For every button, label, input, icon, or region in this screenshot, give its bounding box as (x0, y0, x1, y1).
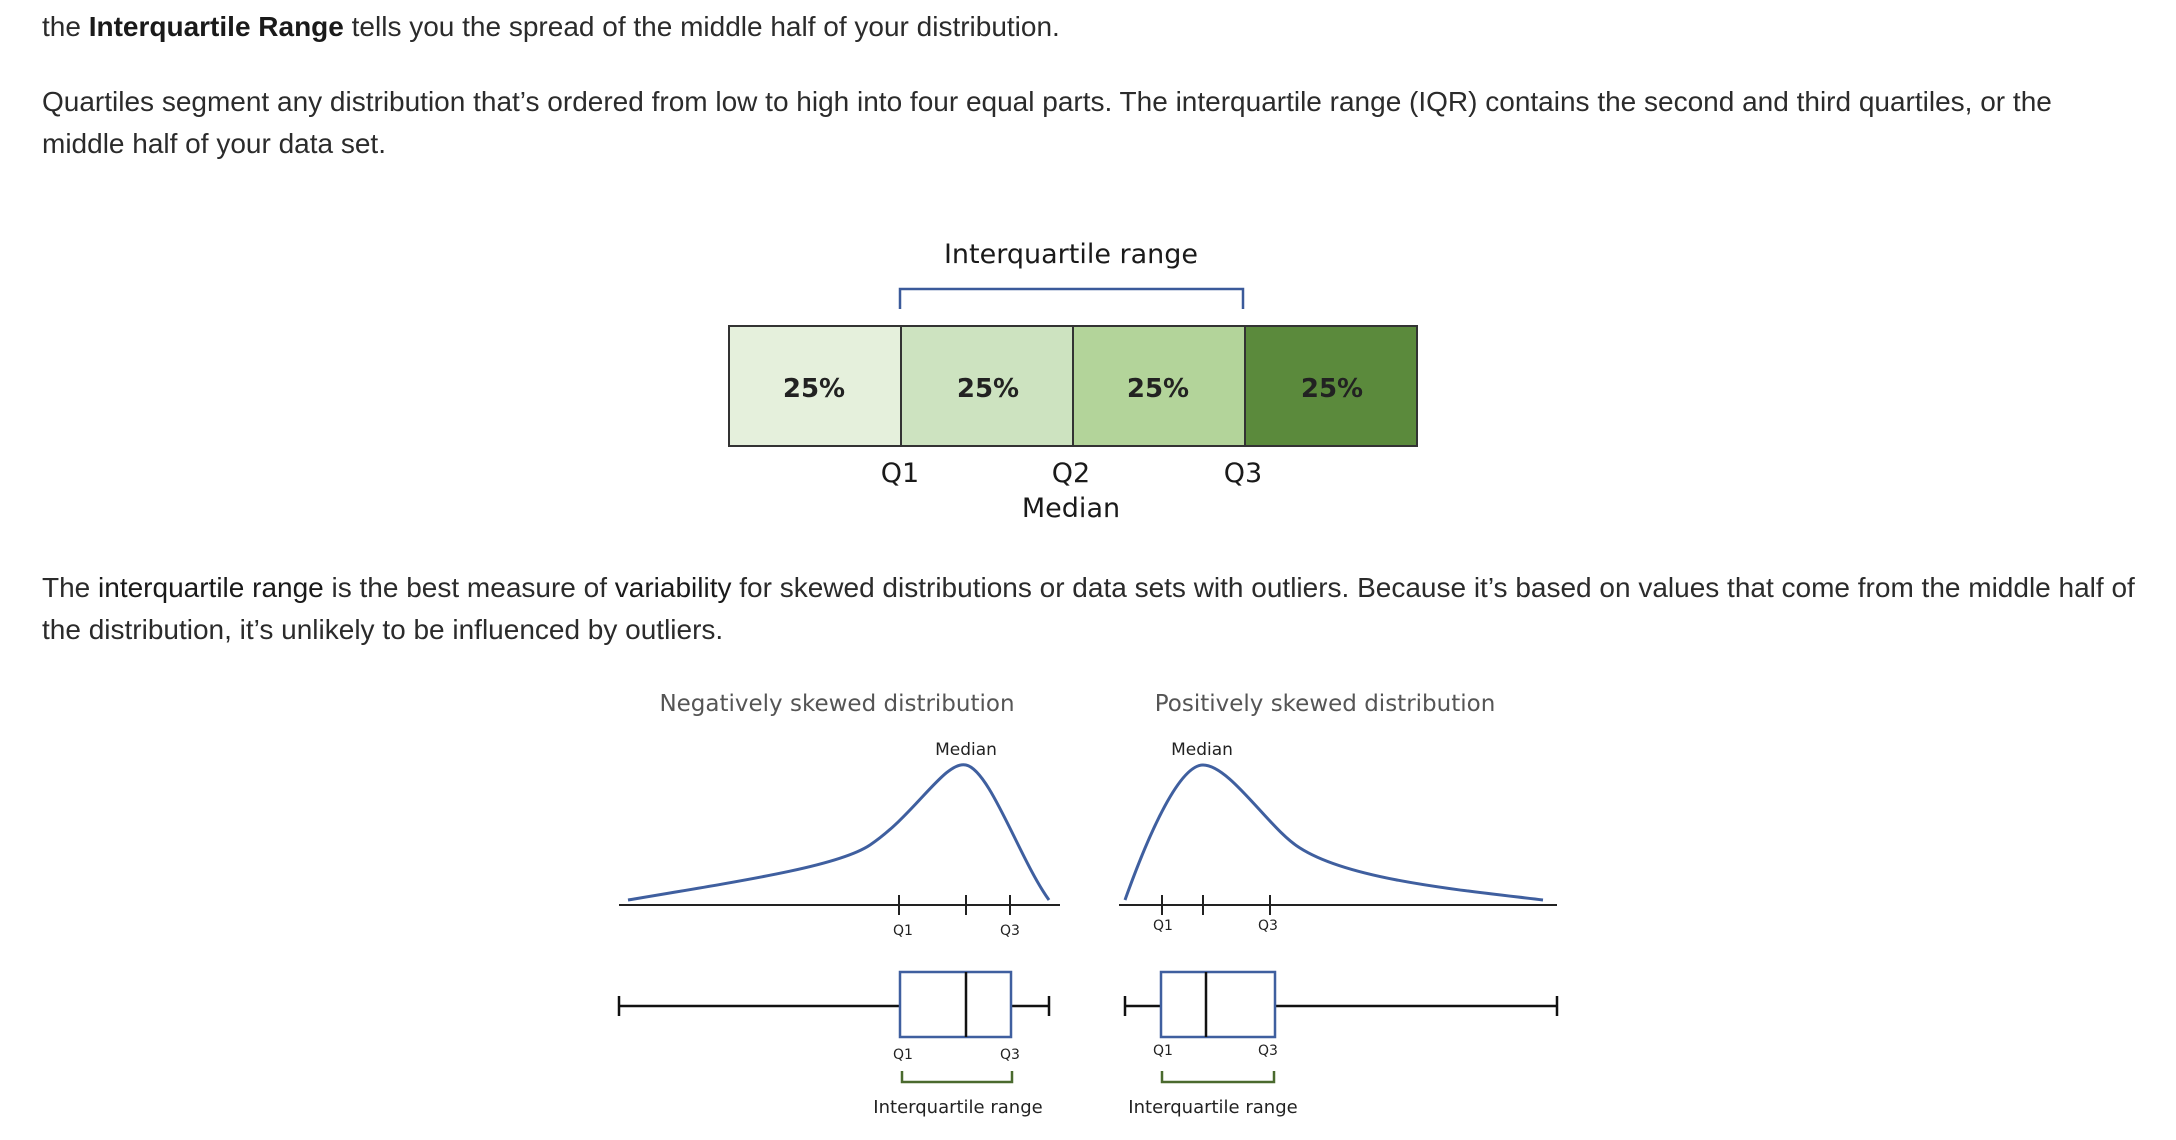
variability-text-3: for skewed distributions or data sets wi… (42, 572, 2135, 645)
negative-q1-label: Q1 (893, 923, 913, 939)
negative-skew-diagram: Negatively skewed distribution Median Q1… (617, 691, 1060, 1118)
interquartile-range-term: Interquartile Range (88, 11, 344, 42)
variability-paragraph: The interquartile range is the best meas… (42, 567, 2142, 651)
quartile-diagram-title: Interquartile range (944, 239, 1198, 270)
negative-skew-title: Negatively skewed distribution (659, 691, 1014, 717)
median-marker-label: Median (1022, 493, 1120, 524)
segment-2-label: 25% (957, 374, 1019, 404)
iqr-bracket (898, 287, 1245, 309)
negative-median-label: Median (935, 740, 997, 760)
positive-box-q1-label: Q1 (1153, 1043, 1173, 1059)
negative-box-q3-label: Q3 (1000, 1047, 1020, 1063)
positive-median-label: Median (1171, 740, 1233, 760)
segment-1-label: 25% (783, 374, 845, 404)
positive-box-q3-label: Q3 (1258, 1043, 1278, 1059)
positive-iqr-label: Interquartile range (1128, 1097, 1297, 1118)
q2-marker-label: Q2 (1052, 458, 1090, 489)
quartile-bar-border (728, 325, 1418, 447)
negative-iqr-label: Interquartile range (873, 1097, 1042, 1118)
positive-iqr-box (1159, 970, 1277, 1039)
q3-marker-label: Q3 (1224, 458, 1262, 489)
interquartile-range-link[interactable]: interquartile range (98, 572, 324, 603)
positive-q1-label: Q1 (1153, 918, 1173, 934)
negative-skew-curve (627, 763, 1051, 902)
intro-paragraph: the Interquartile Range tells you the sp… (42, 6, 2142, 48)
segment-3-label: 25% (1127, 374, 1189, 404)
positive-q3-label: Q3 (1258, 918, 1278, 934)
negative-q3-label: Q3 (1000, 923, 1020, 939)
negative-iqr-bracket (900, 1071, 1014, 1084)
negative-iqr-box (898, 970, 1013, 1039)
positive-skew-diagram: Positively skewed distribution Median Q1… (1119, 691, 1559, 1118)
intro-text-pre: the (42, 11, 89, 42)
quartile-diagram: Interquartile range 25% 25% 25% 25% Q1 Q… (728, 239, 1418, 524)
variability-text-2: is the best measure of (323, 572, 615, 603)
negative-box-q1-label: Q1 (893, 1047, 913, 1063)
variability-link[interactable]: variability (614, 572, 732, 603)
segment-4-label: 25% (1301, 374, 1363, 404)
quartiles-paragraph: Quartiles segment any distribution that’… (42, 86, 2052, 159)
intro-text-post: tells you the spread of the middle half … (343, 11, 1060, 42)
positive-skew-title: Positively skewed distribution (1155, 691, 1496, 717)
q1-marker-label: Q1 (881, 458, 919, 489)
positive-iqr-bracket (1160, 1071, 1276, 1084)
variability-text-1: The (42, 572, 99, 603)
positive-skew-curve (1123, 763, 1544, 902)
